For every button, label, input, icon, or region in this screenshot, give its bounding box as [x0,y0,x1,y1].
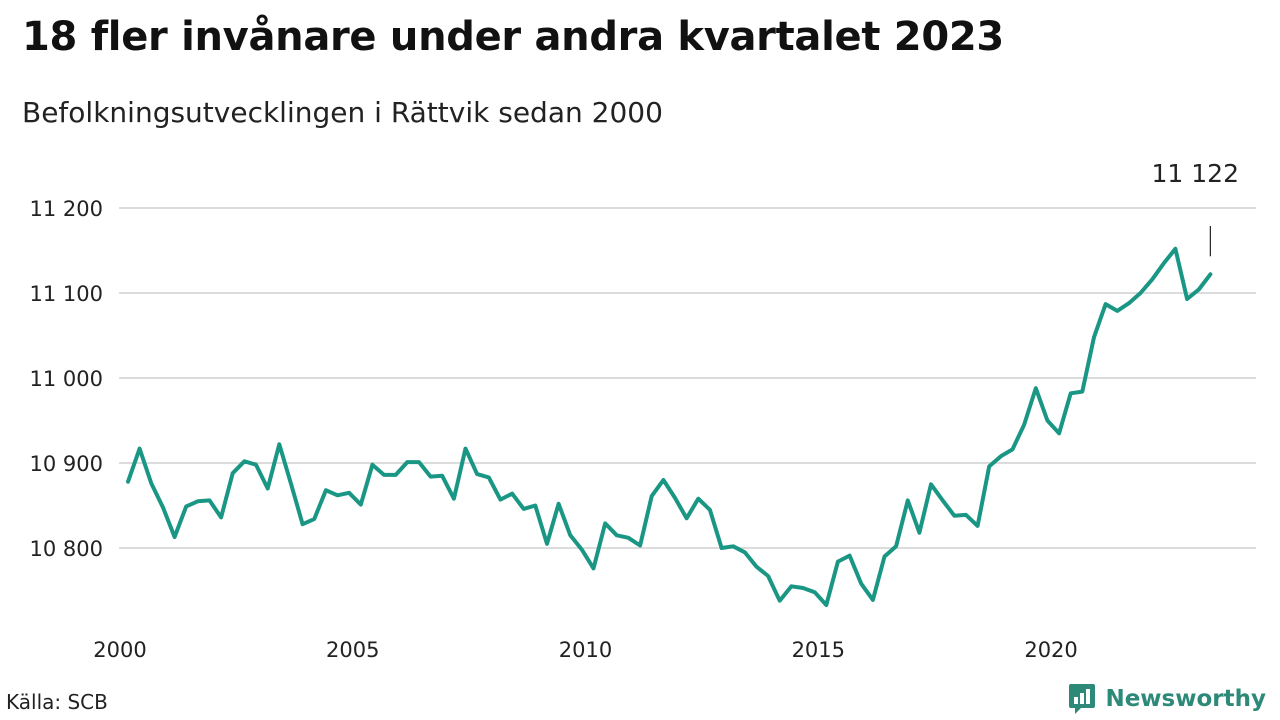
gridlines [119,207,1256,549]
y-tick-label: 11 100 [30,282,103,306]
x-axis-ticks: 2000 2005 2010 2015 2020 [93,638,1078,662]
y-tick-label: 11 000 [30,367,103,391]
x-tick-label: 2020 [1024,638,1077,662]
x-tick-label: 2005 [326,638,379,662]
x-tick-label: 2010 [559,638,612,662]
source-note: Källa: SCB [6,690,108,714]
series-group [126,246,1213,607]
brand-logo: Newsworthy [1067,682,1266,716]
y-tick-label: 10 800 [30,537,103,561]
x-tick-label: 2015 [792,638,845,662]
y-tick-label: 11 200 [30,197,103,221]
end-value-label: 11 122 [1152,159,1239,188]
end-annotation: 11 122 [1152,159,1239,257]
chart-subtitle: Befolkningsutvecklingen i Rättvik sedan … [22,96,663,129]
series-line [126,246,1213,607]
x-tick-label: 2000 [93,638,146,662]
brand-name: Newsworthy [1105,686,1266,712]
y-axis-ticks: 10 800 10 900 11 000 11 100 11 200 [30,197,103,561]
newsworthy-logo-icon [1069,684,1096,714]
y-tick-label: 10 900 [30,452,103,476]
chart-title: 18 fler invånare under andra kvartalet 2… [22,14,1004,60]
